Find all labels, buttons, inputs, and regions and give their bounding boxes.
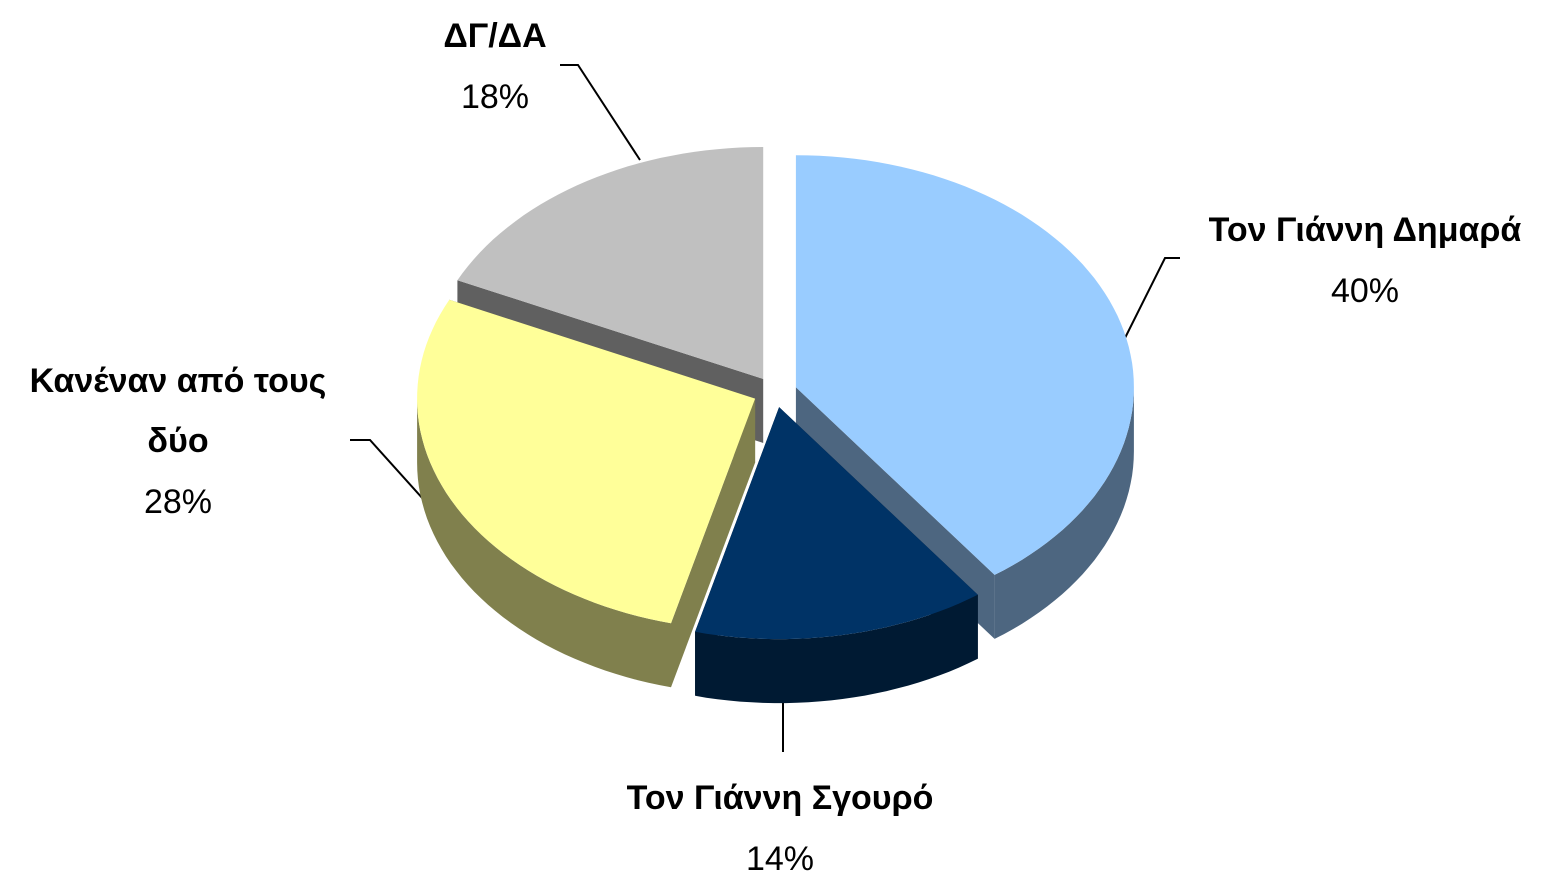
value-label: 18% [461,78,529,116]
slice-side [695,594,978,704]
category-label: Τον Γιάννη Σγουρό [627,779,934,817]
value-label: 28% [144,483,212,521]
slice-side [994,387,1134,639]
slice [795,155,1134,575]
slice-side [417,398,671,688]
slice [695,407,978,640]
leader-line [1117,257,1180,353]
label-line: Κανέναν από τους [30,362,327,400]
slice-side [671,398,756,688]
leader-line [350,439,443,521]
slice [457,147,764,379]
category-label: ΔΓ/ΔΑ [443,17,546,55]
category-label: Κανέναν από τους δύο [30,362,327,460]
value-label: 40% [1331,272,1399,310]
slice [417,299,756,624]
category-label: Τον Γιάννη Δημαρά [1209,211,1522,249]
leader-line [560,64,641,161]
label-line: δύο [147,422,208,460]
value-label: 14% [746,840,814,873]
